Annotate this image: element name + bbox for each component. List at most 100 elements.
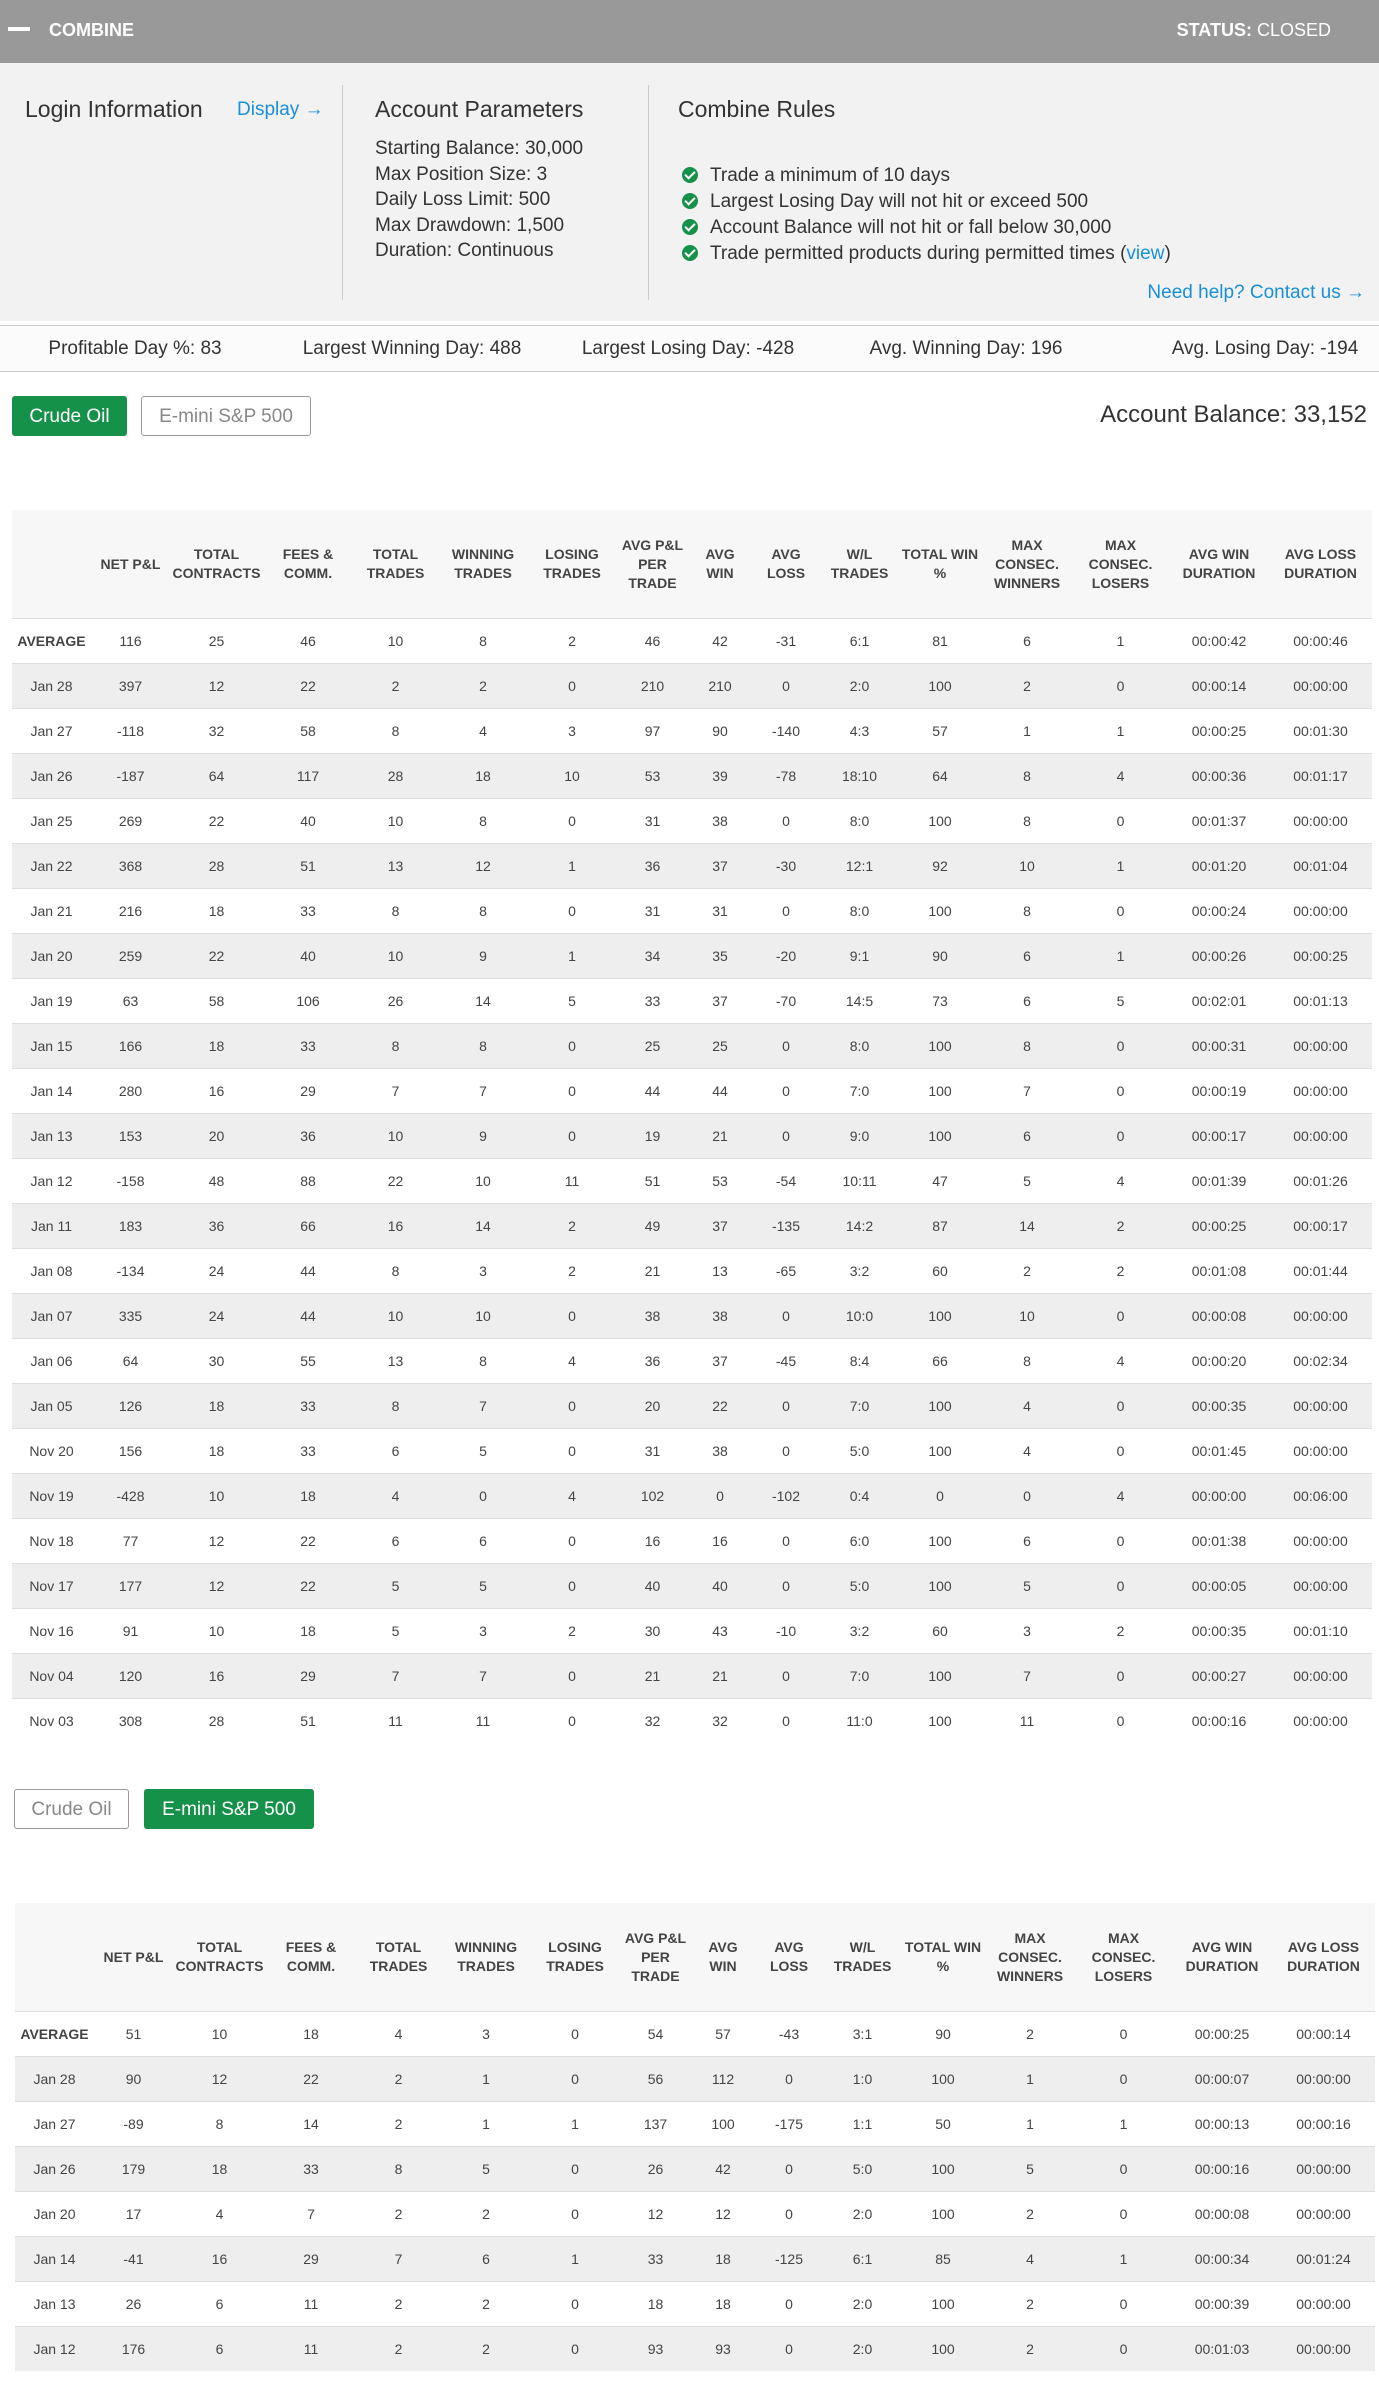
cell: -41 — [94, 2236, 173, 2282]
column-header: WINNING TRADES — [438, 510, 528, 619]
stats-bar: Profitable Day %: 83 Largest Winning Day:… — [0, 325, 1379, 372]
stats-table: NET P&L TOTAL CONTRACTS FEES & COMM. TOTAL … — [12, 510, 1372, 1743]
display-link[interactable]: Display → — [237, 99, 324, 120]
column-header: LOSING TRADES — [528, 510, 616, 619]
check-mark — [684, 168, 696, 180]
cell: 2 — [1072, 1203, 1169, 1249]
row-label: Jan 13 — [12, 1113, 91, 1159]
cell: 1:1 — [824, 2101, 901, 2147]
cell: 33 — [616, 978, 689, 1024]
status-label: STATUS: — [1176, 20, 1252, 40]
cell: 0 — [1072, 1428, 1169, 1474]
cell: 6 — [982, 618, 1072, 664]
cell: 1 — [1072, 708, 1169, 754]
column-header: AVG LOSS — [754, 1903, 824, 2012]
login-title: Login Information — [25, 96, 203, 122]
cell: 0 — [1072, 888, 1169, 934]
cell: 0 — [528, 1383, 616, 1429]
cell: 44 — [616, 1068, 689, 1114]
cell: 1 — [985, 2056, 1075, 2102]
cell: 0 — [751, 1293, 821, 1339]
cell: 66 — [263, 1203, 353, 1249]
cell: 00:01:26 — [1269, 1158, 1372, 1204]
product-tab[interactable]: Crude Oil — [14, 1789, 129, 1829]
cell: 8 — [982, 888, 1072, 934]
rule-text: Trade permitted products during permitte… — [710, 243, 1127, 264]
cell: 00:01:45 — [1169, 1428, 1269, 1474]
cell: 0 — [1072, 1518, 1169, 1564]
cell: 0 — [528, 888, 616, 934]
cell: 1 — [1075, 2101, 1172, 2147]
cell: 0 — [1072, 1653, 1169, 1699]
product-tab[interactable]: E-mini S&P 500 — [144, 1789, 314, 1829]
cell: 90 — [901, 2011, 985, 2057]
check-icon — [682, 245, 698, 261]
cell: 10 — [438, 1293, 528, 1339]
column-header: LOSING TRADES — [531, 1903, 619, 2012]
cell: 368 — [91, 843, 170, 889]
cell: 2 — [441, 2281, 531, 2327]
cell: 5 — [438, 1563, 528, 1609]
cell: 64 — [898, 753, 982, 799]
cell: 18 — [263, 1473, 353, 1519]
column-header: AVG LOSS DURATION — [1269, 510, 1372, 619]
cell: 10:11 — [821, 1158, 898, 1204]
cell: 25 — [689, 1023, 751, 1069]
cell: 6 — [982, 1518, 1072, 1564]
data-row: Jan 14 -41 16 29 7 6 1 33 18 -125 6:1 85 4 1 00:00:34 0… — [15, 2236, 1375, 2282]
cell: 93 — [619, 2326, 692, 2371]
cell: 5 — [982, 1563, 1072, 1609]
view-link[interactable]: view — [1126, 243, 1165, 264]
cell: 11 — [438, 1698, 528, 1743]
rule-row: Trade permitted products during permitte… — [678, 243, 1171, 269]
stat: Profitable Day %: 83 — [48, 338, 222, 359]
row-label: Jan 05 — [12, 1383, 91, 1429]
cell: 0 — [1075, 2326, 1172, 2371]
cell: 11 — [982, 1698, 1072, 1743]
cell: -134 — [91, 1248, 170, 1294]
cell: -45 — [751, 1338, 821, 1384]
cell: 2:0 — [824, 2281, 901, 2327]
cell: 31 — [616, 888, 689, 934]
data-row: Nov 20 156 18 33 6 5 0 31 38 0 5:0 100 4 0 00:01:45 00:… — [12, 1428, 1372, 1474]
cell: 6 — [173, 2281, 266, 2327]
cell: 00:00:00 — [1269, 1023, 1372, 1069]
cell: -175 — [754, 2101, 824, 2147]
cell: 18 — [173, 2146, 266, 2192]
cell: 100 — [898, 1023, 982, 1069]
rule-text: ) — [1164, 243, 1171, 264]
product-tab[interactable]: E-mini S&P 500 — [141, 396, 311, 436]
cell: 46 — [263, 618, 353, 664]
cell: 5 — [438, 1428, 528, 1474]
cell: 32 — [170, 708, 263, 754]
cell: 102 — [616, 1473, 689, 1519]
cell: 8 — [982, 753, 1072, 799]
cell: 00:00:13 — [1172, 2101, 1272, 2147]
column-header — [15, 1903, 94, 2012]
cell: 60 — [898, 1248, 982, 1294]
cell: 335 — [91, 1293, 170, 1339]
column-header: TOTAL TRADES — [353, 510, 438, 619]
cell: 11 — [266, 2281, 356, 2327]
cell: 36 — [616, 843, 689, 889]
cell: 00:00:00 — [1269, 1653, 1372, 1699]
cell: 397 — [91, 663, 170, 709]
help-link[interactable]: Need help? Contact us → — [1147, 282, 1365, 303]
cell: 18 — [170, 1428, 263, 1474]
data-row: Jan 22 368 28 51 13 12 1 36 37 -30 12:1 92 10 1 00:01:… — [12, 843, 1372, 889]
cell: 37 — [689, 1338, 751, 1384]
collapse-icon[interactable] — [8, 27, 30, 31]
cell: 100 — [898, 1518, 982, 1564]
cell: 00:00:14 — [1272, 2011, 1375, 2057]
cell: 8 — [353, 1248, 438, 1294]
cell: -428 — [91, 1473, 170, 1519]
column-header: MAX CONSEC. WINNERS — [982, 510, 1072, 619]
product-tab[interactable]: Crude Oil — [12, 396, 127, 436]
cell: 7 — [982, 1068, 1072, 1114]
cell: -20 — [751, 933, 821, 979]
cell: 100 — [898, 1698, 982, 1743]
cell: 0 — [528, 1428, 616, 1474]
data-row: Jan 14 280 16 29 7 7 0 44 44 0 7:0 100 7 0 00:00:19 00:… — [12, 1068, 1372, 1114]
cell: 00:00:00 — [1269, 1518, 1372, 1564]
cell: 10 — [982, 1293, 1072, 1339]
